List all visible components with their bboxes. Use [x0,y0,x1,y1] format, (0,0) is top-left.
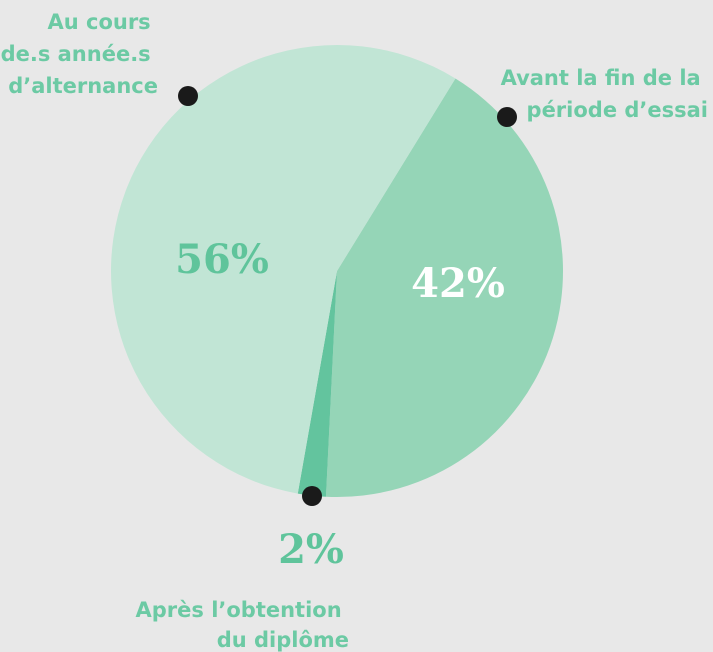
value-label: 42% [411,260,505,307]
label-dot [302,486,322,506]
category-label: Avant la fin de la période d’essai [501,66,708,122]
value-label: 2% [278,526,344,573]
pie-slice [110,44,456,494]
category-label: Au cours de.s année.s d’alternance [1,10,158,98]
label-dot [178,86,198,106]
pie-slice [325,78,563,498]
pie-slice [297,271,337,497]
category-label: Après l’obtention du diplôme [136,598,350,652]
pie [110,44,563,498]
label-dot [497,107,517,127]
value-label: 56% [175,236,269,283]
